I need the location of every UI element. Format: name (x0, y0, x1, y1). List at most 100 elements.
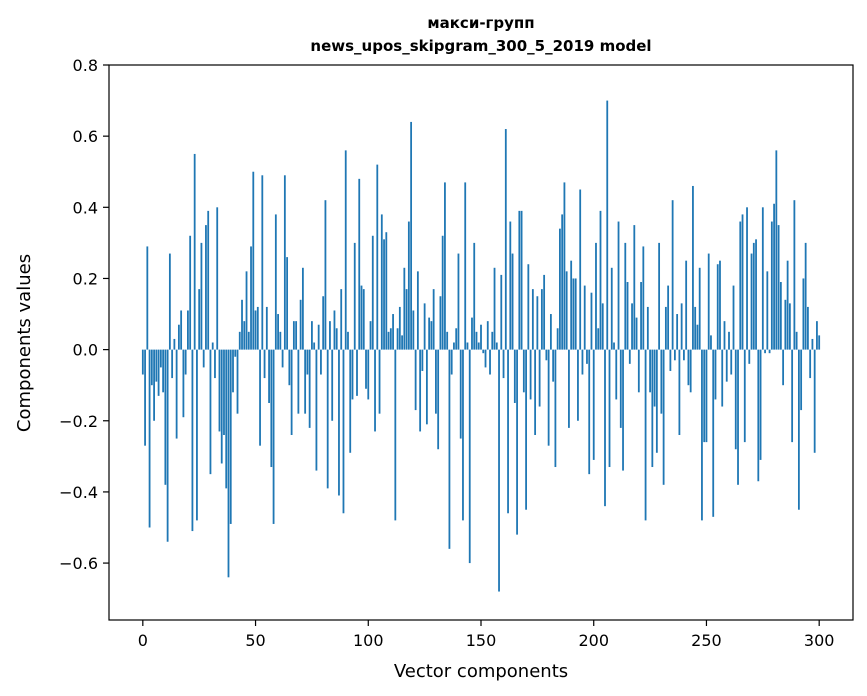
bar-194 (579, 189, 582, 350)
y-axis-label: Components values (14, 254, 35, 432)
bar-225 (649, 349, 651, 393)
bar-59 (274, 214, 277, 350)
bar-33 (216, 207, 219, 350)
bar-243 (689, 349, 692, 393)
bar-277 (766, 271, 769, 350)
bar-226 (651, 349, 654, 468)
bar-239 (680, 303, 683, 350)
bar-275 (761, 207, 764, 350)
bar-97 (360, 285, 363, 350)
bar-186 (561, 214, 564, 350)
bar-153 (486, 321, 489, 350)
bar-293 (802, 278, 805, 350)
bar-224 (646, 306, 649, 350)
y-tick-label: −0.6 (59, 554, 98, 573)
bar-56 (268, 349, 270, 403)
bar-122 (416, 271, 419, 350)
bar-143 (464, 182, 467, 350)
bar-184 (556, 328, 559, 350)
bar-148 (475, 331, 478, 350)
bar-70 (299, 299, 302, 350)
bar-14 (173, 338, 176, 350)
x-tick-label: 100 (353, 631, 384, 650)
bar-191 (572, 278, 575, 350)
bar-73 (306, 349, 309, 375)
bar-101 (369, 321, 372, 350)
bar-66 (290, 349, 293, 435)
x-tick-label: 300 (804, 631, 835, 650)
bar-202 (597, 328, 600, 350)
bar-77 (315, 349, 318, 471)
y-tick-label: −0.4 (59, 483, 98, 502)
bar-200 (592, 349, 595, 460)
bar-199 (590, 292, 593, 350)
bar-49 (252, 171, 255, 350)
bar-133 (441, 235, 444, 350)
bar-123 (419, 349, 422, 432)
bar-21 (189, 235, 192, 350)
bar-216 (628, 349, 631, 364)
bar-162 (507, 349, 509, 514)
bar-9 (162, 349, 165, 393)
bar-54 (263, 349, 266, 379)
bar-28 (205, 225, 207, 350)
bar-107 (383, 239, 385, 350)
bar-290 (795, 331, 798, 350)
bar-71 (301, 267, 304, 350)
bar-19 (184, 349, 187, 375)
bar-90 (344, 150, 347, 350)
bar-154 (489, 349, 491, 375)
bar-141 (459, 349, 462, 439)
bar-266 (741, 214, 744, 350)
bar-132 (439, 296, 442, 350)
bar-182 (552, 349, 555, 382)
bar-124 (421, 349, 424, 371)
bar-24 (196, 349, 198, 521)
bar-231 (662, 349, 665, 485)
bar-220 (637, 349, 640, 393)
bar-257 (721, 349, 724, 407)
bar-177 (540, 289, 543, 350)
bar-139 (455, 328, 458, 350)
bar-65 (288, 349, 291, 386)
bar-74 (308, 349, 311, 428)
bar-81 (324, 200, 327, 350)
bar-68 (295, 321, 298, 350)
bar-196 (583, 285, 586, 350)
bar-43 (238, 331, 241, 350)
bar-40 (232, 349, 234, 393)
x-tick-label: 150 (466, 631, 497, 650)
y-tick-label: 0.6 (73, 127, 98, 146)
bar-55 (265, 306, 268, 350)
bar-119 (410, 121, 413, 350)
bar-204 (601, 303, 604, 350)
bar-256 (719, 260, 721, 350)
bar-262 (732, 285, 735, 350)
bar-183 (554, 349, 557, 468)
bar-213 (622, 349, 624, 471)
bar-260 (728, 331, 730, 350)
bar-111 (392, 314, 394, 350)
y-tick-label: 0.8 (73, 56, 98, 75)
bar-126 (425, 349, 428, 425)
bar-85 (333, 310, 336, 350)
bar-187 (563, 182, 566, 350)
y-tick-label: 0.2 (73, 269, 98, 288)
bar-171 (527, 264, 530, 350)
bar-211 (617, 221, 620, 350)
bar-250 (705, 349, 708, 443)
bar-291 (797, 349, 800, 510)
bar-67 (292, 321, 295, 350)
bar-83 (329, 321, 331, 350)
bar-283 (779, 282, 782, 350)
bar-104 (376, 164, 379, 350)
bar-76 (313, 342, 316, 350)
bar-237 (676, 314, 679, 350)
bar-46 (245, 271, 248, 350)
chart-title-line-2: news_upos_skipgram_300_5_2019 model (310, 37, 651, 55)
bar-86 (335, 328, 338, 350)
bar-271 (752, 242, 755, 350)
bar-125 (423, 303, 426, 350)
bar-214 (624, 242, 627, 350)
bar-255 (716, 264, 719, 350)
